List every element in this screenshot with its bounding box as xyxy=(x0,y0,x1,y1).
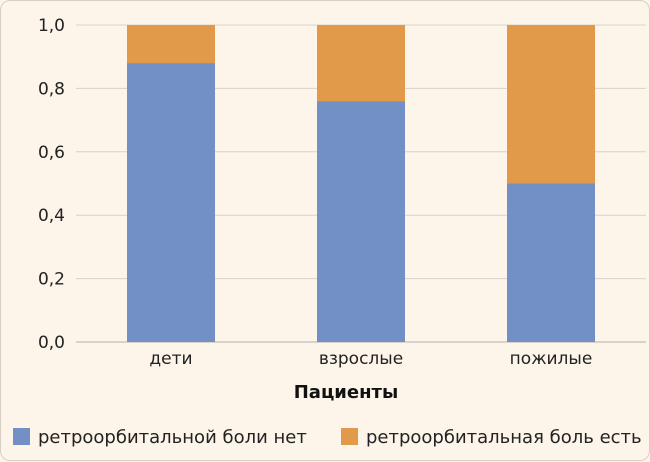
x-tick-label: дети xyxy=(149,349,192,369)
bars xyxy=(127,25,595,342)
legend-label: ретроорбитальной боли нет xyxy=(38,427,307,448)
legend: ретроорбитальной боли нет ретроорбитальна… xyxy=(13,427,642,448)
y-tick-label: 0,4 xyxy=(38,206,65,226)
y-tick-label: 0,6 xyxy=(38,143,65,163)
legend-label: ретроорбитальная боль есть xyxy=(366,427,642,448)
y-tick-label: 0,2 xyxy=(38,270,65,290)
bar-no-pain-2 xyxy=(507,183,595,342)
bar-no-pain-0 xyxy=(127,63,215,342)
x-tick-label: взрослые xyxy=(319,349,403,369)
legend-swatch xyxy=(341,428,358,445)
x-axis-title: Пациенты xyxy=(294,382,399,403)
y-tick-label: 0,8 xyxy=(38,79,65,99)
bar-no-pain-1 xyxy=(317,101,405,342)
y-tick-label: 0,0 xyxy=(38,333,65,353)
x-tick-label: пожилые xyxy=(510,349,593,369)
bar-pain-2 xyxy=(507,25,595,184)
bar-pain-0 xyxy=(127,25,215,64)
y-tick-labels: 0,0 0,2 0,4 0,6 0,8 1,0 xyxy=(38,16,65,353)
x-tick-labels: дети взрослые пожилые xyxy=(149,349,592,369)
y-tick-label: 1,0 xyxy=(38,16,65,36)
bar-pain-1 xyxy=(317,25,405,102)
legend-swatch xyxy=(13,428,30,445)
